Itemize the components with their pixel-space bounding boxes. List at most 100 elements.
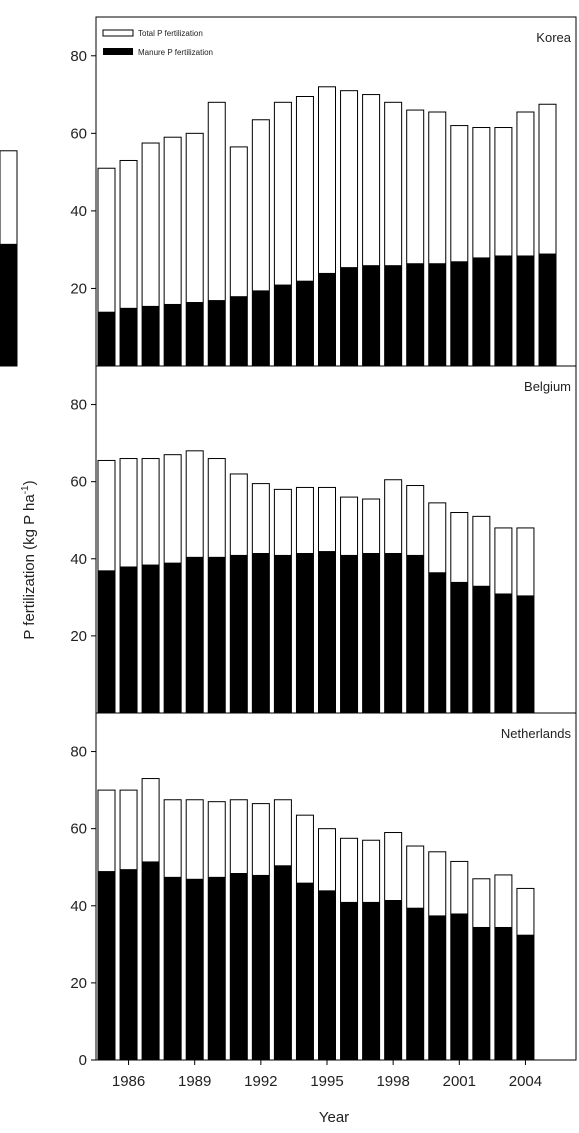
y-tick-label-belgium-20: 20 <box>70 628 87 645</box>
x-tick-label-1986: 1986 <box>112 1073 145 1090</box>
bar-manure-korea-1999 <box>406 263 424 366</box>
x-tick-label-1998: 1998 <box>376 1073 409 1090</box>
bar-manure-belgium-1988 <box>164 562 182 713</box>
bar-manure-netherlands-1985 <box>98 871 115 1060</box>
legend: Total P fertilization Manure P fertiliza… <box>102 29 213 57</box>
bar-manure-korea-2005 <box>539 253 556 366</box>
x-tick-label-1995: 1995 <box>310 1073 343 1090</box>
legend-manure-swatch <box>103 48 133 55</box>
y-tick-label-korea-20: 20 <box>70 280 87 297</box>
bar-manure-belgium-1989 <box>186 556 204 713</box>
x-axis-label: Year <box>319 1109 349 1126</box>
bar-manure-korea-2001 <box>450 261 468 366</box>
bar-manure-korea-undefined <box>0 243 17 366</box>
y-axis-label-close: ) <box>21 480 38 485</box>
bar-manure-belgium-2002 <box>472 585 490 713</box>
y-tick-label-belgium-60: 60 <box>70 474 87 491</box>
x-tick-label-2001: 2001 <box>443 1073 476 1090</box>
y-tick-label-korea-40: 40 <box>70 203 87 220</box>
y-tick-label-netherlands-20: 20 <box>70 975 87 992</box>
bar-manure-belgium-1987 <box>142 564 160 713</box>
bar-manure-korea-1996 <box>340 267 358 366</box>
y-axis-label-sup: -1 <box>20 485 31 494</box>
bar-manure-korea-1987 <box>142 305 160 366</box>
bar-manure-netherlands-2003 <box>494 926 512 1060</box>
bar-manure-netherlands-2004 <box>516 934 534 1060</box>
bar-manure-korea-2000 <box>428 263 446 366</box>
panel-frame-netherlands <box>95 712 577 1061</box>
panel-korea: 20 40 60 80 Korea <box>0 16 577 367</box>
bar-manure-netherlands-2002 <box>472 926 490 1060</box>
bar-manure-belgium-1993 <box>274 554 292 713</box>
legend-total-label: Total P fertilization <box>138 29 203 38</box>
bar-manure-belgium-1994 <box>296 552 314 713</box>
bar-manure-belgium-2003 <box>494 593 512 713</box>
y-tick-label-netherlands-60: 60 <box>70 821 87 838</box>
bar-manure-netherlands-1998 <box>384 899 402 1060</box>
y-tick-label-netherlands-40: 40 <box>70 898 87 915</box>
bar-manure-belgium-2001 <box>450 581 468 713</box>
bar-manure-netherlands-1992 <box>252 874 270 1060</box>
y-tick-label-korea-80: 80 <box>70 48 87 65</box>
bar-manure-netherlands-1993 <box>274 865 292 1060</box>
bar-manure-netherlands-1986 <box>120 869 138 1060</box>
bar-manure-belgium-1999 <box>406 554 424 713</box>
bar-manure-belgium-1986 <box>120 566 138 713</box>
bar-manure-netherlands-1996 <box>340 901 358 1060</box>
panel-title-korea: Korea <box>536 30 571 45</box>
x-tick-label-2004: 2004 <box>509 1073 542 1090</box>
bar-manure-netherlands-1991 <box>230 873 248 1060</box>
bar-manure-korea-1993 <box>274 284 292 366</box>
bar-manure-korea-1989 <box>186 302 204 366</box>
y-tick-label-belgium-40: 40 <box>70 551 87 568</box>
bar-manure-korea-1995 <box>318 272 336 366</box>
y-tick-label-netherlands-0: 0 <box>79 1052 87 1069</box>
bar-manure-belgium-1992 <box>252 552 270 713</box>
bar-manure-netherlands-1988 <box>164 876 182 1060</box>
bar-manure-korea-1998 <box>384 265 402 366</box>
panel-title-belgium: Belgium <box>524 379 571 394</box>
bar-manure-belgium-1996 <box>340 554 358 713</box>
bar-manure-korea-1988 <box>164 303 182 366</box>
bar-manure-netherlands-1995 <box>318 890 336 1060</box>
bar-manure-korea-1997 <box>362 265 380 366</box>
bar-manure-netherlands-1999 <box>406 907 424 1060</box>
bar-manure-belgium-1998 <box>384 552 402 713</box>
bar-manure-netherlands-1997 <box>362 901 380 1060</box>
panels-layer: 20 40 60 80 Korea 20 40 60 80 Belgium 0 20 40 60 80 Net… <box>0 16 577 1090</box>
bar-manure-korea-2002 <box>472 257 490 366</box>
bar-manure-korea-1990 <box>208 300 226 366</box>
bar-manure-belgium-2004 <box>516 595 534 713</box>
bar-manure-netherlands-1989 <box>186 878 204 1060</box>
bar-manure-belgium-1991 <box>230 554 248 713</box>
bar-manure-belgium-1985 <box>98 570 115 713</box>
bar-manure-korea-2004 <box>516 255 534 366</box>
y-tick-label-belgium-80: 80 <box>70 397 87 414</box>
bar-manure-netherlands-1987 <box>142 861 160 1060</box>
bar-manure-netherlands-1990 <box>208 876 226 1060</box>
bar-manure-belgium-1990 <box>208 556 226 713</box>
bar-manure-korea-1992 <box>252 290 270 366</box>
y-tick-label-korea-60: 60 <box>70 125 87 142</box>
bar-manure-netherlands-1994 <box>296 882 314 1060</box>
bar-manure-korea-1994 <box>296 280 314 366</box>
y-axis-label: P fertilization (kg P ha-1) <box>20 480 38 639</box>
bar-manure-netherlands-2001 <box>450 913 468 1060</box>
legend-manure-label: Manure P fertilization <box>138 48 213 57</box>
y-axis-label-main: P fertilization (kg P ha <box>21 494 38 640</box>
panel-netherlands: 0 20 40 60 80 Netherlands <box>70 712 577 1069</box>
bar-manure-netherlands-2000 <box>428 915 446 1060</box>
bar-manure-belgium-2000 <box>428 572 446 713</box>
panel-title-netherlands: Netherlands <box>501 726 572 741</box>
x-tick-label-1989: 1989 <box>178 1073 211 1090</box>
y-tick-label-netherlands-80: 80 <box>70 744 87 761</box>
bar-manure-belgium-1995 <box>318 551 336 713</box>
x-tick-label-1992: 1992 <box>244 1073 277 1090</box>
bar-manure-korea-1985 <box>98 311 115 366</box>
bar-manure-belgium-1997 <box>362 552 380 713</box>
legend-total-swatch <box>102 29 134 37</box>
bar-manure-korea-1986 <box>120 307 138 366</box>
bar-manure-korea-1991 <box>230 296 248 366</box>
bar-manure-korea-2003 <box>494 255 512 366</box>
